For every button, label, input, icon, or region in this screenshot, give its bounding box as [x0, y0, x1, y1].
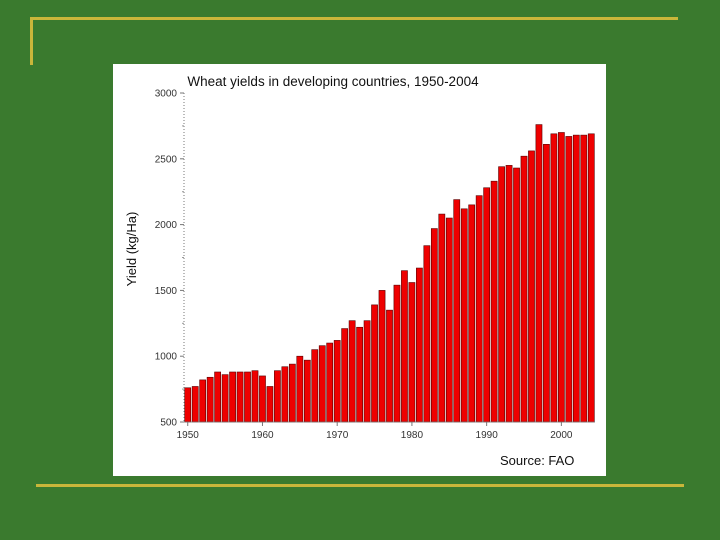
x-tick-label-1980: 1980	[401, 430, 424, 441]
bar-1961	[266, 386, 274, 423]
bar-1967	[311, 349, 319, 423]
bar-2001	[565, 136, 573, 423]
bar-1989	[475, 195, 483, 423]
bar-1958	[244, 371, 251, 423]
bar-1986	[453, 199, 461, 423]
bars-group	[184, 124, 595, 423]
bar-1998	[543, 144, 550, 423]
x-tick-label-1990: 1990	[476, 430, 499, 441]
bar-1952	[199, 379, 207, 423]
bar-1976	[378, 290, 386, 423]
y-tick-label-500: 500	[160, 418, 177, 429]
bar-1988	[468, 204, 476, 423]
y-tick-label-1500: 1500	[155, 286, 178, 297]
y-tick-label-2500: 2500	[155, 154, 178, 165]
bar-1991	[490, 180, 498, 423]
bar-1954	[214, 371, 221, 423]
bar-1962	[274, 370, 281, 423]
bar-1999	[550, 133, 558, 423]
bar-1977	[386, 309, 393, 423]
wheat-yield-chart: Wheat yields in developing countries, 19…	[124, 74, 595, 468]
chart-title: Wheat yields in developing countries, 19…	[187, 74, 479, 89]
bottom-accent-line	[36, 484, 684, 487]
bar-1974	[363, 320, 371, 423]
bar-1950	[184, 387, 192, 423]
bar-1995	[520, 155, 528, 423]
bar-1979	[401, 270, 408, 423]
bar-1975	[371, 304, 378, 423]
bar-1997	[535, 124, 543, 423]
bar-1969	[326, 342, 334, 423]
bar-1978	[393, 284, 401, 423]
bar-1987	[460, 208, 468, 423]
bar-1994	[513, 167, 520, 423]
chart-panel: Wheat yields in developing countries, 19…	[113, 64, 606, 476]
bar-1966	[303, 359, 311, 423]
bar-1957	[236, 371, 244, 423]
bar-1953	[206, 376, 214, 423]
bar-1951	[191, 386, 199, 423]
y-tick-label-1000: 1000	[155, 352, 178, 363]
bar-1996	[528, 150, 535, 423]
x-tick-label-1970: 1970	[326, 430, 349, 441]
y-tick-label-2000: 2000	[155, 220, 178, 231]
bar-1956	[229, 371, 236, 423]
bar-1985	[445, 217, 453, 423]
y-axis-label: Yield (kg/Ha)	[124, 212, 139, 287]
bar-1983	[430, 228, 438, 423]
bar-1959	[251, 370, 259, 423]
x-tick-label-1950: 1950	[177, 430, 200, 441]
bar-1955	[221, 374, 229, 423]
bar-2004	[587, 133, 595, 423]
axes-group: 500 1000 1500 2000 2500 3000 1950 1960 1970 1980 1…	[155, 89, 595, 441]
bar-1984	[438, 213, 446, 423]
bar-1980	[408, 282, 416, 423]
bar-1960	[259, 375, 266, 423]
bar-1971	[341, 328, 349, 423]
bar-1965	[296, 355, 304, 423]
bar-1972	[348, 320, 356, 423]
bar-2003	[580, 134, 588, 423]
bar-1981	[416, 267, 423, 423]
bar-1992	[498, 166, 505, 423]
bar-1982	[423, 245, 431, 423]
bar-1990	[483, 187, 491, 423]
top-accent-line	[30, 17, 678, 20]
bar-2000	[558, 132, 565, 423]
bar-1968	[318, 345, 326, 423]
bar-2002	[572, 134, 580, 423]
source-note: Source: FAO	[500, 453, 574, 468]
x-tick-label-2000: 2000	[550, 430, 573, 441]
left-accent-line	[30, 17, 33, 65]
y-tick-label-3000: 3000	[155, 89, 178, 100]
bar-1970	[333, 340, 341, 423]
bar-1973	[356, 326, 363, 423]
bar-1993	[505, 165, 513, 423]
bar-1964	[288, 363, 296, 423]
bar-1963	[281, 366, 289, 423]
x-tick-label-1960: 1960	[251, 430, 274, 441]
